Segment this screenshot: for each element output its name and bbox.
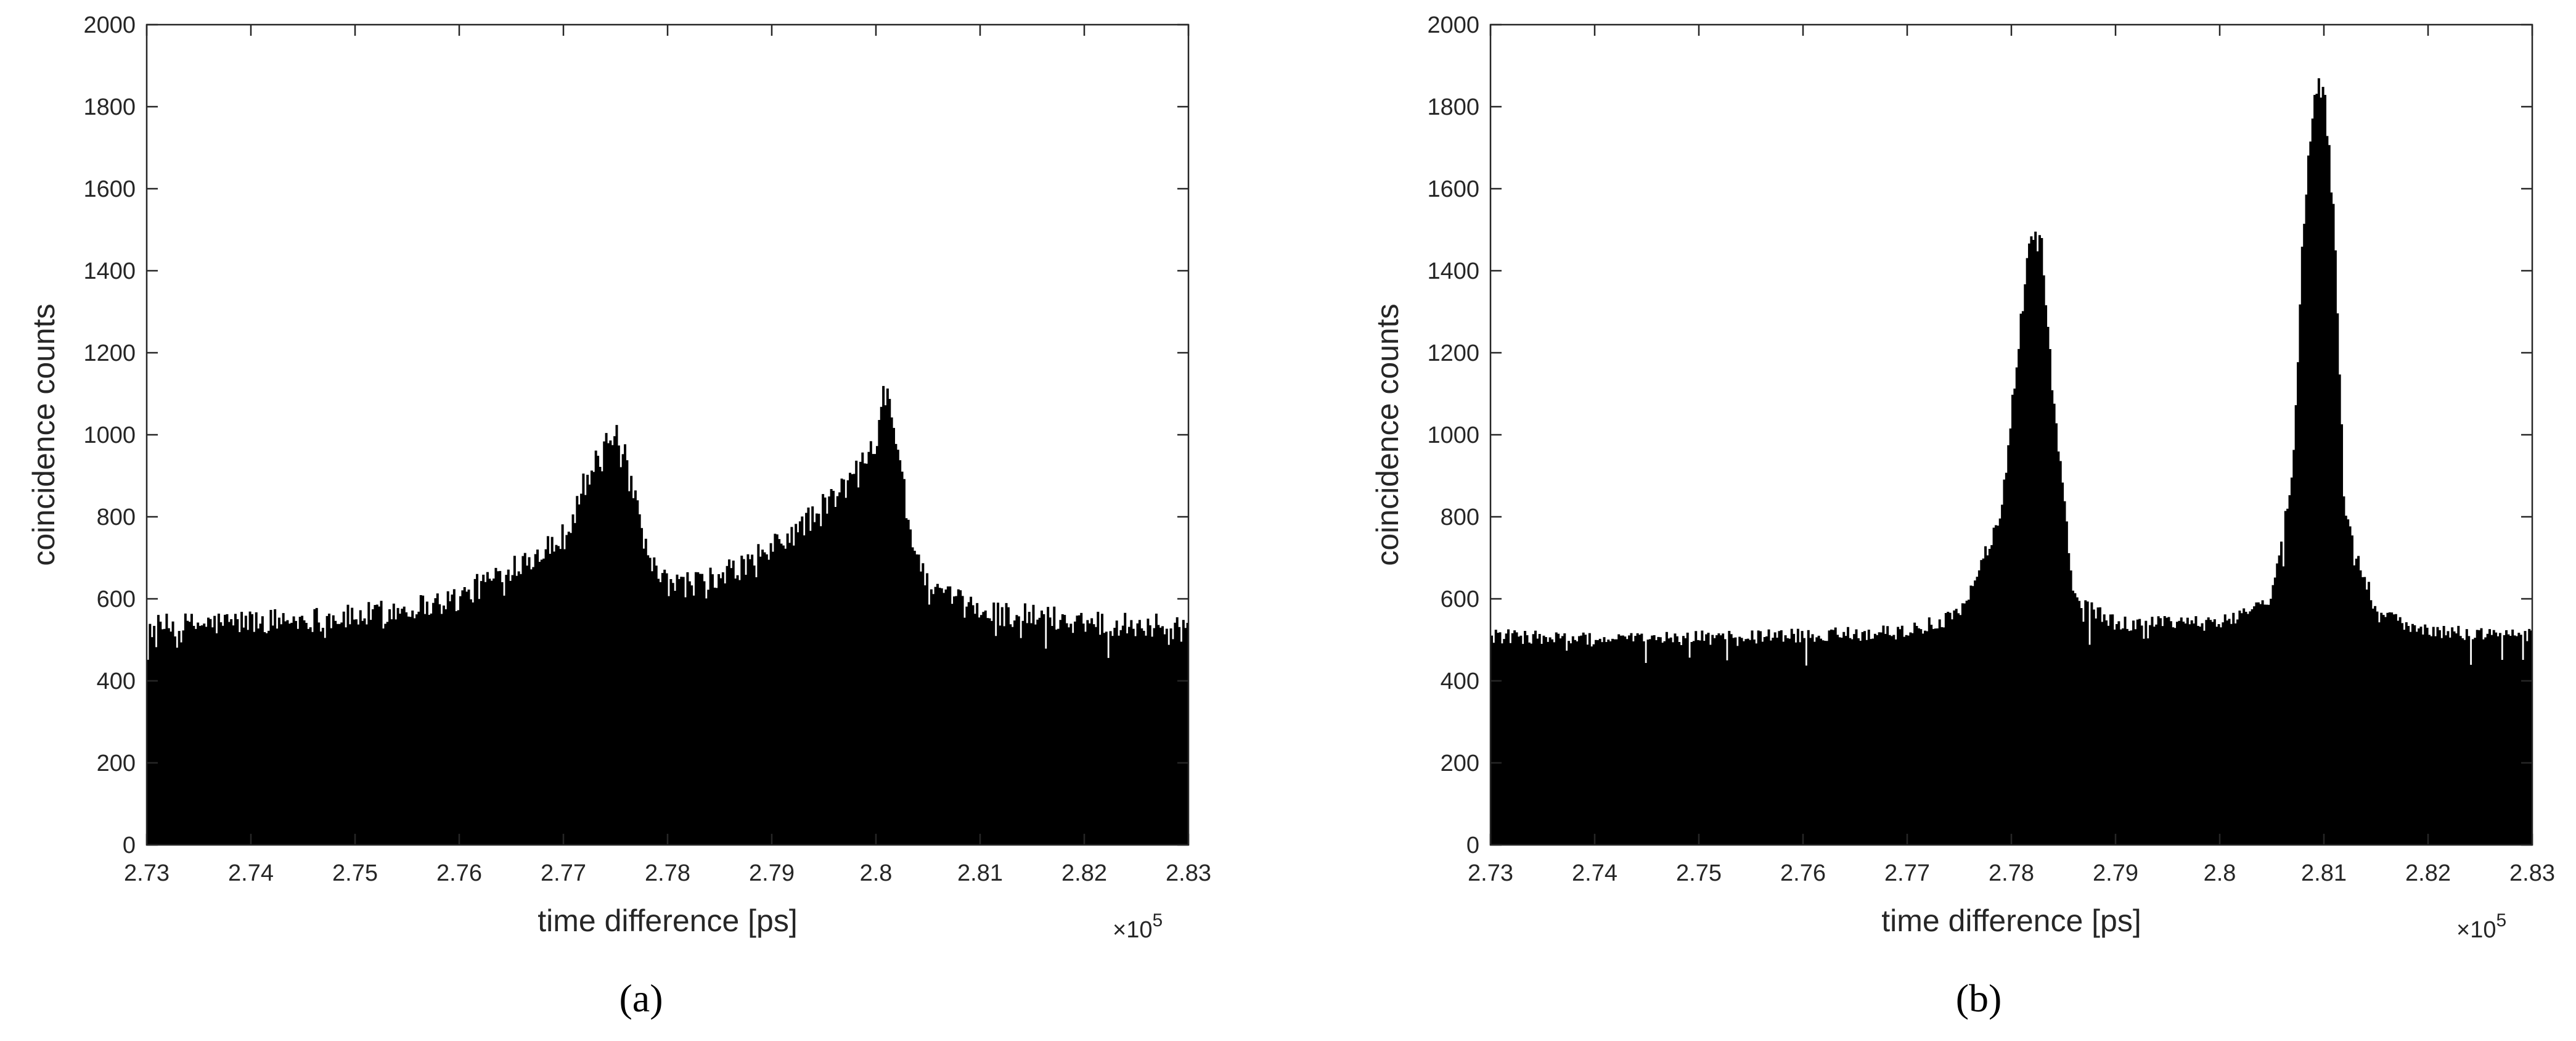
x-tick-label: 2.79 — [749, 860, 795, 886]
x-tick-label: 2.75 — [332, 860, 378, 886]
x-tick-label: 2.79 — [2093, 860, 2138, 886]
y-tick-label: 1600 — [1427, 176, 1479, 202]
x-tick-label: 2.75 — [1676, 860, 1722, 886]
y-tick-label: 600 — [97, 586, 136, 612]
y-tick-label: 1400 — [1427, 258, 1479, 284]
y-tick-label: 0 — [1466, 833, 1479, 858]
x-tick-label: 2.73 — [1468, 860, 1513, 886]
y-tick-label: 1200 — [83, 340, 136, 366]
x-tick-label: 2.76 — [436, 860, 482, 886]
y-tick-label: 2000 — [1427, 12, 1479, 38]
x-tick-label: 2.78 — [1989, 860, 2034, 886]
y-tick-label: 400 — [1441, 669, 1479, 694]
y-tick-label: 200 — [97, 751, 136, 776]
histogram-bars — [147, 385, 1189, 845]
x-tick-label: 2.8 — [860, 860, 893, 886]
x-axis-label: time difference [ps] — [538, 903, 798, 938]
x-tick-label: 2.77 — [541, 860, 586, 886]
x-tick-label: 2.83 — [1166, 860, 1211, 886]
x-tick-label: 2.81 — [2301, 860, 2347, 886]
y-tick-label: 0 — [123, 833, 136, 858]
y-tick-label: 1800 — [83, 94, 136, 120]
y-tick-label: 1600 — [83, 176, 136, 202]
panel-a: 0 200 400 600 800 1000 1200 1400 1600 1800 2000 2.7… — [27, 12, 1211, 1020]
histogram-bars — [1490, 78, 2533, 845]
y-tick-label: 1000 — [1427, 422, 1479, 448]
x-exponent-label: ×105 — [1113, 910, 1163, 943]
x-tick-label: 2.81 — [957, 860, 1003, 886]
x-tick-label: 2.73 — [124, 860, 170, 886]
y-tick-label: 1800 — [1427, 94, 1479, 120]
y-tick-label: 800 — [1441, 504, 1479, 530]
panel-caption: (b) — [1956, 976, 2002, 1020]
panel-b: 0 200 400 600 800 1000 1200 1400 1600 1800 2000 2.7… — [1370, 12, 2555, 1020]
y-tick-label: 1000 — [83, 422, 136, 448]
y-axis-label: coincidence counts — [27, 303, 61, 566]
y-tick-label: 1400 — [83, 258, 136, 284]
y-tick-label: 2000 — [83, 12, 136, 38]
y-tick-label: 600 — [1441, 586, 1479, 612]
y-tick-label: 1200 — [1427, 340, 1479, 366]
panel-caption: (a) — [619, 976, 663, 1020]
x-axis-label: time difference [ps] — [1881, 903, 2141, 938]
y-tick-label: 400 — [97, 669, 136, 694]
x-tick-label: 2.8 — [2204, 860, 2236, 886]
y-tick-label: 800 — [97, 504, 136, 530]
x-tick-label: 2.78 — [645, 860, 690, 886]
y-tick-label: 200 — [1441, 751, 1479, 776]
x-tick-label: 2.76 — [1780, 860, 1826, 886]
x-tick-label: 2.83 — [2509, 860, 2555, 886]
histogram-bins — [1490, 78, 2533, 845]
x-tick-label: 2.74 — [1572, 860, 1617, 886]
x-tick-label: 2.77 — [1884, 860, 1930, 886]
x-tick-label: 2.74 — [228, 860, 274, 886]
x-tick-label: 2.82 — [2405, 860, 2451, 886]
histogram-bins — [147, 385, 1189, 845]
x-exponent-label: ×105 — [2456, 910, 2506, 943]
y-axis-label: coincidence counts — [1370, 303, 1405, 566]
x-tick-label: 2.82 — [1061, 860, 1107, 886]
